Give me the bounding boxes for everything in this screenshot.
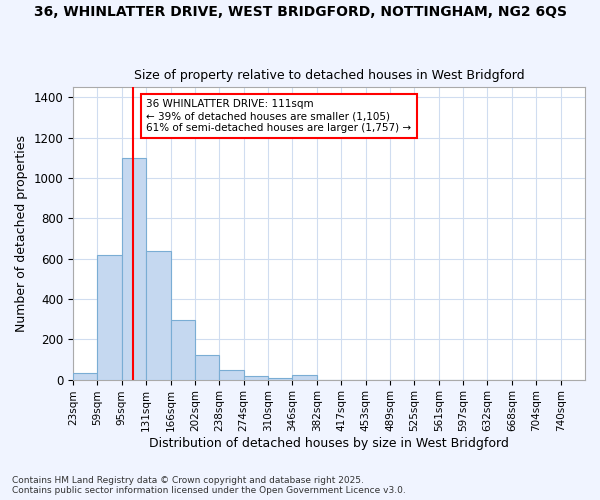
Text: 36 WHINLATTER DRIVE: 111sqm
← 39% of detached houses are smaller (1,105)
61% of : 36 WHINLATTER DRIVE: 111sqm ← 39% of det…	[146, 100, 411, 132]
Bar	[268, 378, 292, 380]
Text: Contains HM Land Registry data © Crown copyright and database right 2025.
Contai: Contains HM Land Registry data © Crown c…	[12, 476, 406, 495]
Bar	[292, 374, 317, 380]
Bar	[122, 158, 146, 380]
Text: 36, WHINLATTER DRIVE, WEST BRIDGFORD, NOTTINGHAM, NG2 6QS: 36, WHINLATTER DRIVE, WEST BRIDGFORD, NO…	[34, 5, 566, 19]
Bar	[97, 254, 122, 380]
Bar	[195, 356, 220, 380]
Bar	[170, 320, 195, 380]
Bar	[146, 250, 170, 380]
Bar	[73, 372, 97, 380]
X-axis label: Distribution of detached houses by size in West Bridgford: Distribution of detached houses by size …	[149, 437, 509, 450]
Bar	[244, 376, 268, 380]
Bar	[220, 370, 244, 380]
Y-axis label: Number of detached properties: Number of detached properties	[15, 135, 28, 332]
Title: Size of property relative to detached houses in West Bridgford: Size of property relative to detached ho…	[134, 69, 524, 82]
